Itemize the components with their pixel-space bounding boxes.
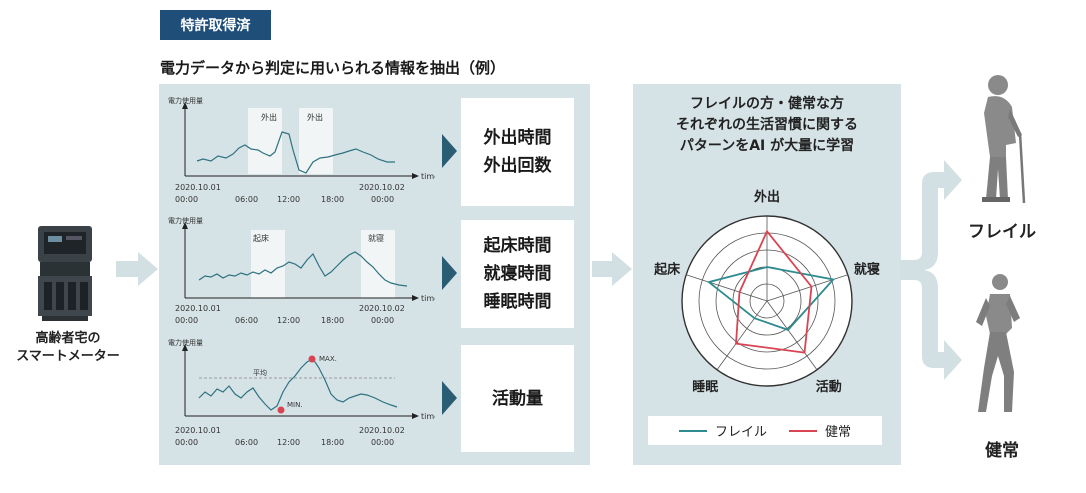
- power-line-2: [198, 251, 408, 287]
- info-box-outing: 外出時間 外出回数: [461, 98, 574, 206]
- outing-power-chart: 電力使用量 外出 外出 time 2020.10.01 00:00 06:00 …: [168, 96, 435, 204]
- healthy-person-icon: [976, 274, 1020, 412]
- radar-spoke: [686, 274, 768, 302]
- wake-band: [251, 230, 285, 298]
- max-point: [308, 355, 316, 363]
- radar-axis-label: 外出: [753, 189, 780, 205]
- time-label: time: [421, 412, 435, 421]
- info-text: 外出回数: [483, 156, 552, 176]
- svg-text:2020.10.02: 2020.10.02: [359, 304, 405, 313]
- radar-series-frail: [706, 266, 836, 331]
- info-box-activity: 活動量: [461, 345, 574, 452]
- smart-meter-label: 高齢者宅の スマートメーター: [16, 331, 120, 364]
- tag-outing-1: 外出: [261, 112, 277, 122]
- power-line-1: [196, 131, 395, 174]
- svg-text:18:00: 18:00: [321, 438, 344, 447]
- outing-band-1: [248, 108, 282, 174]
- svg-text:2020.10.01: 2020.10.01: [175, 426, 221, 435]
- svg-text:00:00: 00:00: [371, 195, 394, 204]
- svg-text:2020.10.01: 2020.10.01: [175, 304, 221, 313]
- svg-text:2020.10.01: 2020.10.01: [175, 183, 221, 192]
- time-label: time: [421, 294, 435, 303]
- outcome-healthy: 健常: [985, 441, 1019, 461]
- svg-text:12:00: 12:00: [277, 195, 300, 204]
- svg-text:12:00: 12:00: [277, 316, 300, 325]
- pointer-triangle-1: [442, 134, 457, 168]
- page-headline: 電力データから判定に用いられる情報を抽出（例）: [160, 59, 506, 77]
- info-text: 睡眠時間: [483, 292, 552, 312]
- outing-band-2: [299, 108, 333, 174]
- svg-text:06:00: 06:00: [235, 438, 258, 447]
- radar-axis-label: 起床: [653, 262, 681, 278]
- info-text: 起床時間: [483, 236, 552, 256]
- radar-spoke: [716, 300, 768, 371]
- svg-text:18:00: 18:00: [321, 195, 344, 204]
- legend-frail: フレイル: [678, 421, 767, 440]
- y-axis-label: 電力使用量: [168, 216, 203, 225]
- radar-axis-label: 就寝: [854, 262, 880, 278]
- svg-text:06:00: 06:00: [235, 195, 258, 204]
- svg-text:00:00: 00:00: [175, 438, 198, 447]
- svg-text:18:00: 18:00: [321, 316, 344, 325]
- svg-text:06:00: 06:00: [235, 316, 258, 325]
- max-label: MAX.: [319, 355, 337, 363]
- svg-text:2020.10.02: 2020.10.02: [359, 426, 405, 435]
- tag-wake: 起床: [253, 233, 269, 243]
- ai-learning-title: フレイルの方・健常な方 それぞれの生活習慣に関する パターンをAI が大量に学習: [676, 96, 858, 154]
- split-arrow: [900, 160, 962, 380]
- average-label: 平均: [253, 368, 267, 377]
- radar-spoke: [766, 300, 818, 371]
- tag-sleep: 就寝: [368, 233, 384, 243]
- radar-axis-label: 活動: [816, 379, 842, 395]
- info-text: 就寝時間: [483, 264, 552, 284]
- pointer-triangle-3: [442, 381, 457, 415]
- min-point: [277, 406, 285, 414]
- pointer-triangle-2: [442, 256, 457, 290]
- radar-axis-label: 睡眠: [692, 379, 718, 395]
- activity-power-chart: 電力使用量 平均 MIN. MAX. time 2020.10.01 00:00…: [168, 338, 435, 447]
- outcome-frail: フレイル: [968, 222, 1036, 242]
- arrow-to-ai-panel: [592, 252, 632, 286]
- sleep-band: [361, 230, 395, 298]
- legend-healthy: 健常: [789, 421, 851, 440]
- time-label: time: [421, 172, 435, 181]
- y-axis-label: 電力使用量: [168, 96, 203, 105]
- svg-text:00:00: 00:00: [175, 195, 198, 204]
- patent-badge: 特許取得済: [160, 10, 271, 40]
- radar-series-healthy: [735, 229, 813, 354]
- sleep-power-chart: 電力使用量 起床 就寝 time 2020.10.01 00:00 06:00 …: [168, 216, 435, 325]
- svg-text:00:00: 00:00: [175, 316, 198, 325]
- info-text: 外出時間: [483, 128, 552, 148]
- info-text: 活動量: [492, 388, 543, 409]
- svg-text:00:00: 00:00: [371, 316, 394, 325]
- min-label: MIN.: [287, 401, 303, 409]
- frail-person-icon: [982, 75, 1026, 204]
- svg-text:2020.10.02: 2020.10.02: [359, 183, 405, 192]
- y-axis-label: 電力使用量: [168, 338, 203, 347]
- smart-meter-icon: [38, 226, 92, 321]
- tag-outing-2: 外出: [307, 112, 323, 122]
- power-line-3: [198, 358, 398, 411]
- radar-legend: フレイル 健常: [648, 416, 882, 445]
- svg-text:12:00: 12:00: [277, 438, 300, 447]
- arrow-to-data-panel: [116, 252, 158, 286]
- svg-text:00:00: 00:00: [371, 438, 394, 447]
- info-box-sleep: 起床時間 就寝時間 睡眠時間: [461, 220, 574, 328]
